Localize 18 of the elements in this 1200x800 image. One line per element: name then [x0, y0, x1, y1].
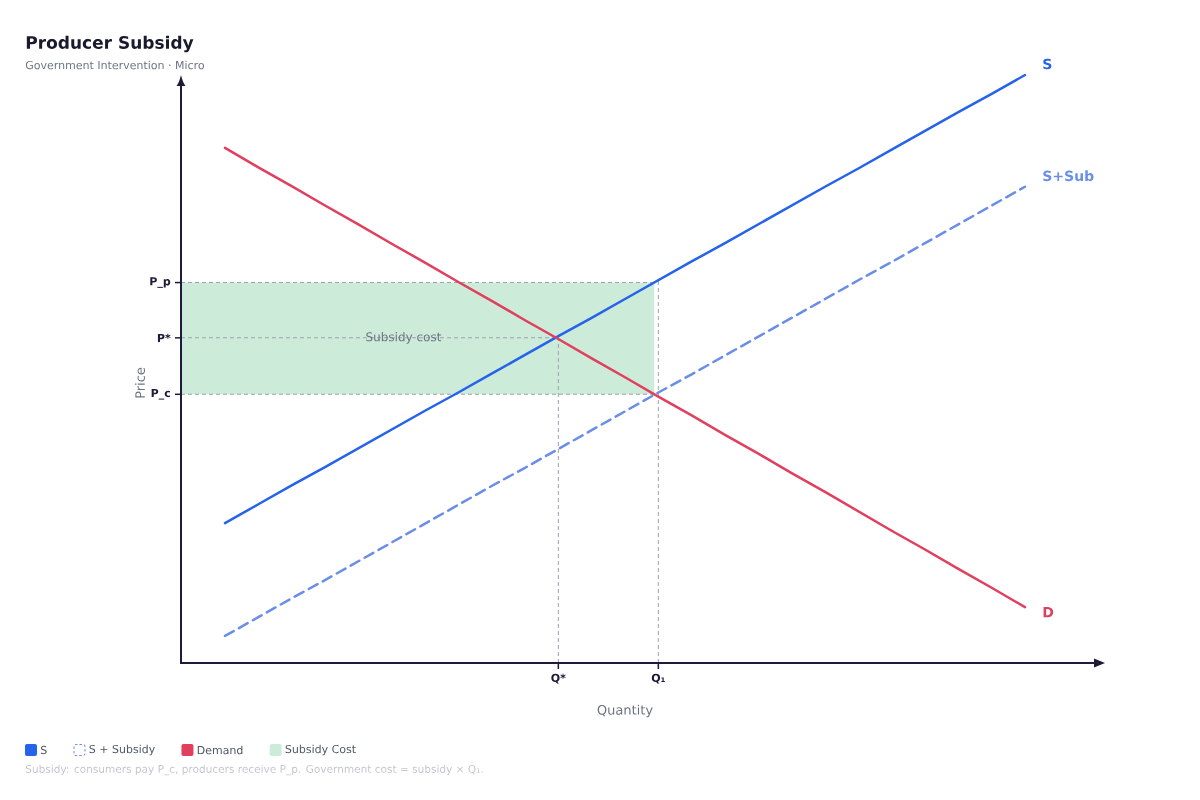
text: Subsidy: consumers pay P_c, producers receive P_p. Government cost = subsidy × Q₁. — [25, 764, 483, 776]
legend-label: S + Subsidy — [89, 744, 155, 756]
x-tick-label: Q₁ — [651, 673, 665, 684]
text: S — [1043, 58, 1052, 70]
ref-line-label: P_p — [150, 277, 171, 288]
x-axis-title: Quantity — [597, 704, 653, 718]
annotation: Subsidy cost — [366, 332, 442, 344]
chart-title: Producer Subsidy — [26, 35, 194, 53]
legend-label: S — [41, 745, 47, 755]
x-tick-label: Q* — [551, 673, 566, 684]
ref-line-label: P_c — [151, 389, 171, 400]
legend-label: Subsidy Cost — [285, 744, 356, 756]
text: Government Intervention · Micro — [25, 60, 205, 70]
legend-label: Demand — [197, 745, 243, 755]
y-axis-title: Price — [134, 367, 146, 398]
text: S+Sub — [1043, 170, 1094, 182]
ref-line-label: P* — [157, 333, 171, 342]
text: D — [1043, 607, 1054, 618]
